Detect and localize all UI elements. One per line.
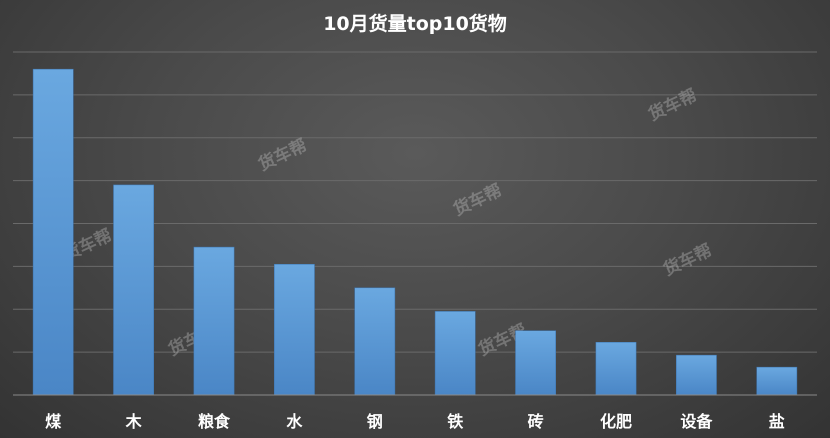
bar-1 bbox=[113, 184, 154, 396]
bar-0 bbox=[32, 68, 74, 396]
watermark-6: 货车帮 bbox=[660, 240, 715, 281]
x-tick-labels: 煤 木 粮食 水 钢 铁 砖 化肥 设备 盐 bbox=[45, 412, 785, 431]
bar-6 bbox=[515, 330, 556, 396]
bar-7 bbox=[595, 342, 637, 396]
watermark-2: 货车帮 bbox=[255, 135, 310, 176]
bar-5 bbox=[434, 311, 476, 396]
x-tick-label-0: 煤 bbox=[45, 412, 61, 431]
x-tick-label-3: 水 bbox=[286, 412, 303, 431]
x-tick-label-6: 砖 bbox=[528, 412, 544, 431]
bar-8 bbox=[676, 354, 717, 396]
chart-title: 10月货量top10货物 bbox=[323, 12, 507, 35]
bar-2 bbox=[193, 246, 235, 396]
x-tick-label-7: 化肥 bbox=[600, 412, 632, 431]
bar-4 bbox=[354, 287, 396, 396]
x-tick-label-8: 设备 bbox=[680, 412, 713, 431]
watermark-3: 货车帮 bbox=[450, 180, 505, 221]
x-tick-label-5: 铁 bbox=[447, 412, 463, 431]
bar-3 bbox=[274, 263, 315, 396]
bar-9 bbox=[756, 366, 798, 396]
x-tick-label-4: 钢 bbox=[367, 412, 383, 431]
x-tick-label-1: 木 bbox=[125, 412, 143, 431]
watermark-5: 货车帮 bbox=[645, 85, 700, 126]
x-tick-label-2: 粮食 bbox=[198, 412, 231, 431]
bars bbox=[32, 68, 798, 396]
x-tick-label-9: 盐 bbox=[769, 412, 785, 431]
